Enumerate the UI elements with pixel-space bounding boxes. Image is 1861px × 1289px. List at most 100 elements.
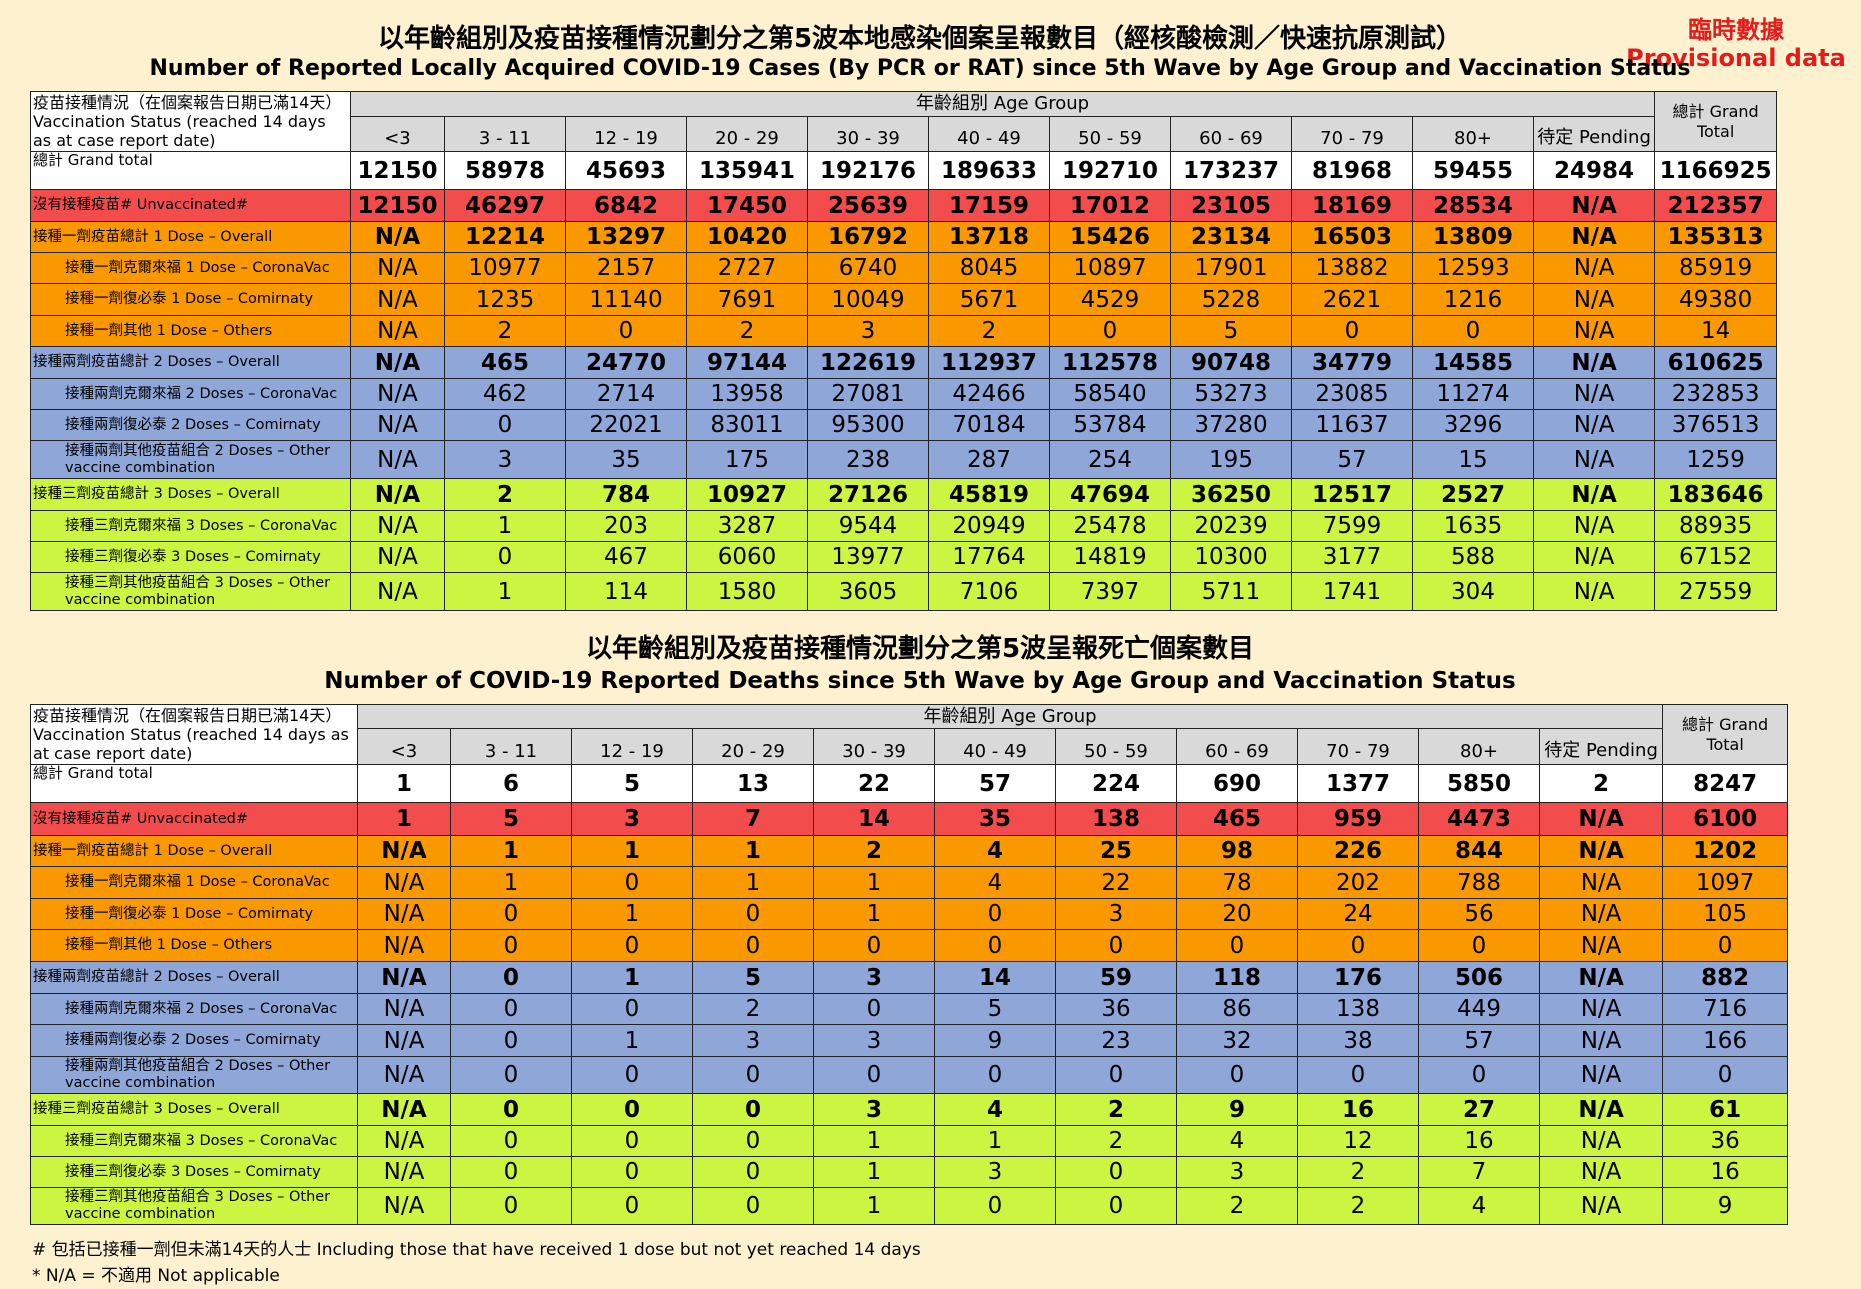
table-cell: 195 <box>1170 440 1292 479</box>
table-cell: 14 <box>813 802 935 836</box>
table-cell: 5 <box>934 993 1056 1025</box>
table-cell: 0 <box>571 1093 693 1126</box>
row-label: 接種一劑克爾來福 1 Dose – CoronaVac <box>30 866 358 899</box>
table-cell: 0 <box>934 898 1056 930</box>
table-cell: 61 <box>1662 1093 1789 1126</box>
table-cell: 212357 <box>1654 189 1778 222</box>
table-cell: 20239 <box>1170 510 1292 542</box>
row-label: 接種三劑疫苗總計 3 Doses – Overall <box>30 1093 358 1126</box>
table-cell: 0 <box>444 409 566 441</box>
table-cell: 0 <box>692 929 814 962</box>
row-label: 接種兩劑疫苗總計 2 Doses – Overall <box>30 961 358 994</box>
table-cell: N/A <box>1532 541 1656 573</box>
table-cell: 24984 <box>1532 151 1656 190</box>
grand-total-header: 總計 Grand Total <box>1654 91 1778 152</box>
row-label: 接種三劑疫苗總計 3 Doses – Overall <box>30 478 351 511</box>
age-group-column-header: 70 - 79 <box>1291 116 1413 152</box>
table-cell: 7397 <box>1049 572 1171 611</box>
table-row: 接種一劑其他 1 Dose – Others N/A 2 0 2 3 2 0 5 0 0 N/A 14 <box>30 315 1778 347</box>
table-cell: 183646 <box>1654 478 1778 511</box>
table-cell: 0 <box>1412 315 1534 347</box>
table-cell: 23134 <box>1170 221 1292 253</box>
table-cell: 0 <box>813 1056 935 1094</box>
table-cell: 12150 <box>350 189 445 222</box>
row-label: 接種兩劑復必泰 2 Doses – Comirnaty <box>30 409 351 441</box>
table-cell: 90748 <box>1170 346 1292 379</box>
age-group-column-header: 40 - 49 <box>928 116 1050 152</box>
table-cell: 0 <box>571 1156 693 1188</box>
table-cell: 0 <box>571 866 693 899</box>
table-cell: 53784 <box>1049 409 1171 441</box>
table-cell: 0 <box>571 1056 693 1094</box>
table-cell: 0 <box>450 1093 572 1126</box>
table-cell: N/A <box>1532 189 1656 222</box>
table-cell: 1635 <box>1412 510 1534 542</box>
table-cell: 1 <box>444 572 566 611</box>
table-row: 接種兩劑克爾來福 2 Doses – CoronaVac N/A 462 2714 13… <box>30 378 1778 410</box>
age-group-header: 年齡組別 Age Group <box>349 90 1656 117</box>
row-label: 接種三劑復必泰 3 Doses – Comirnaty <box>30 1156 358 1188</box>
age-group-column-header: 30 - 39 <box>813 728 935 765</box>
row-label: 接種三劑其他疫苗組合 3 Doses – Other vaccine combi… <box>30 1187 358 1225</box>
table-cell: 59 <box>1055 961 1177 994</box>
table-cell: 23105 <box>1170 189 1292 222</box>
table-cell: 13297 <box>565 221 687 253</box>
table-cell: 7106 <box>928 572 1050 611</box>
table-cell: N/A <box>357 1187 451 1225</box>
table-cell: 12593 <box>1412 252 1534 284</box>
table-cell: 0 <box>571 993 693 1025</box>
table-cell: 5 <box>571 764 693 803</box>
table-cell: 1580 <box>686 572 808 611</box>
table-cell: 0 <box>1662 1056 1789 1094</box>
table-cell: 0 <box>813 993 935 1025</box>
table-cell: 45819 <box>928 478 1050 511</box>
table-cell: 16 <box>1662 1156 1789 1188</box>
table-cell: 0 <box>813 929 935 962</box>
table-cell: 0 <box>444 541 566 573</box>
table-cell: N/A <box>1538 993 1664 1025</box>
row-label: 接種兩劑復必泰 2 Doses – Comirnaty <box>30 1024 358 1057</box>
table-cell: 70184 <box>928 409 1050 441</box>
table-cell: N/A <box>1532 409 1656 441</box>
table-cell: 1 <box>571 835 693 867</box>
table-cell: 12214 <box>444 221 566 253</box>
table-cell: 1166925 <box>1654 151 1778 190</box>
table-row: 接種兩劑復必泰 2 Doses – Comirnaty N/A 0 22021 8301… <box>30 409 1778 441</box>
table-cell: 13809 <box>1412 221 1534 253</box>
table-cell: 95300 <box>807 409 929 441</box>
age-group-column-header: 30 - 39 <box>807 116 929 152</box>
table-cell: 6842 <box>565 189 687 222</box>
table-cell: 3 <box>571 802 693 836</box>
row-label: 接種三劑其他疫苗組合 3 Doses – Other vaccine combi… <box>30 572 351 611</box>
table-cell: 4 <box>1176 1125 1298 1157</box>
table-cell: 465 <box>1176 802 1298 836</box>
table-cell: 42466 <box>928 378 1050 410</box>
table-cell: 3 <box>444 440 566 479</box>
table-cell: 46297 <box>444 189 566 222</box>
row-label: 接種兩劑克爾來福 2 Doses – CoronaVac <box>30 378 351 410</box>
cases-table: 疫苗接種情況（在個案報告日期已滿14天）Vaccination Status (… <box>30 90 1778 611</box>
table-cell: 45693 <box>565 151 687 190</box>
table-cell: 959 <box>1297 802 1419 836</box>
table-cell: 114 <box>565 572 687 611</box>
table-cell: 1097 <box>1662 866 1789 899</box>
table-cell: 12 <box>1297 1125 1419 1157</box>
table-cell: 844 <box>1418 835 1540 867</box>
table-cell: 88935 <box>1654 510 1778 542</box>
table-cell: 22 <box>1055 866 1177 899</box>
table-cell: 105 <box>1662 898 1789 930</box>
table-row: 總計 Grand total 12150 58978 45693 135941 19217… <box>30 151 1778 190</box>
status-header: 疫苗接種情況（在個案報告日期已滿14天）Vaccination Status (… <box>30 91 351 152</box>
table-cell: 2 <box>928 315 1050 347</box>
table-cell: 1 <box>813 1156 935 1188</box>
table-cell: 35 <box>934 802 1056 836</box>
table-cell: 2 <box>444 478 566 511</box>
table-cell: 716 <box>1662 993 1789 1025</box>
table-cell: 85919 <box>1654 252 1778 284</box>
table-cell: 203 <box>565 510 687 542</box>
table-cell: 17012 <box>1049 189 1171 222</box>
table-cell: 17450 <box>686 189 808 222</box>
table-cell: 28534 <box>1412 189 1534 222</box>
table-cell: 3605 <box>807 572 929 611</box>
table-cell: 238 <box>807 440 929 479</box>
